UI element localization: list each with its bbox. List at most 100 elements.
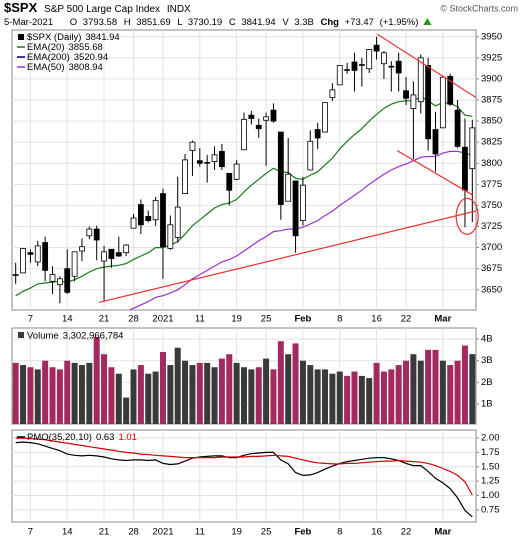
pmo-line bbox=[15, 437, 473, 496]
volume-bar bbox=[123, 397, 130, 424]
volume-bar bbox=[196, 362, 203, 424]
volume-bar bbox=[403, 360, 410, 424]
y-tick-label: 0.75 bbox=[481, 504, 500, 515]
open: 3793.58 bbox=[83, 17, 117, 28]
legend-name: Volume bbox=[27, 330, 59, 341]
volume-bar bbox=[277, 341, 284, 424]
volume-bar bbox=[255, 367, 262, 424]
volume-bar bbox=[218, 358, 225, 424]
exchange: INDX bbox=[167, 4, 191, 15]
candle-body bbox=[115, 252, 122, 257]
candle-body bbox=[226, 172, 233, 191]
legend-swatch bbox=[18, 34, 24, 40]
legend-name: EMA(50) bbox=[27, 62, 64, 73]
x-tick-label: 28 bbox=[128, 527, 139, 538]
legend-label: EMA(20) 3855.68 bbox=[27, 42, 103, 53]
candle-body bbox=[108, 248, 115, 259]
candle-body bbox=[300, 184, 306, 222]
legend-swatch bbox=[18, 332, 24, 338]
volume-bar bbox=[152, 371, 159, 424]
y-tick-label: 3925 bbox=[481, 52, 502, 63]
volume-bar bbox=[322, 369, 329, 424]
x-tick-label: 7 bbox=[28, 314, 33, 325]
x-tick-label: 21 bbox=[99, 527, 110, 538]
y-tick-label: 3650 bbox=[481, 284, 502, 295]
candle-body bbox=[167, 224, 174, 249]
y-tick-label: 2B bbox=[481, 377, 493, 388]
volume-bar bbox=[49, 367, 56, 424]
y-tick-label: 3850 bbox=[481, 116, 502, 127]
legend-value: 0.63 bbox=[96, 432, 115, 443]
candle-body bbox=[314, 129, 321, 139]
candle-body bbox=[71, 251, 78, 277]
volume-bar bbox=[167, 365, 174, 424]
candle-body bbox=[64, 268, 71, 293]
candle-body bbox=[381, 52, 387, 65]
candle-body bbox=[410, 94, 417, 109]
volume-bar bbox=[439, 360, 446, 424]
candle-body bbox=[263, 116, 269, 121]
pmo-line bbox=[15, 441, 473, 518]
index-name: S&P 500 Large Cap Index bbox=[44, 4, 160, 15]
volume-bar bbox=[432, 349, 439, 424]
candle-body bbox=[241, 118, 247, 151]
y-tick-label: 1B bbox=[481, 399, 493, 410]
highlight-circle bbox=[455, 197, 479, 235]
candle-body bbox=[211, 154, 218, 162]
candle-body bbox=[255, 124, 262, 130]
volume-bar bbox=[344, 375, 351, 424]
price-plot bbox=[12, 33, 476, 310]
low-label: L bbox=[177, 17, 182, 28]
candle-body bbox=[152, 199, 159, 221]
pmo-panel bbox=[11, 429, 477, 523]
volume-bar bbox=[373, 362, 380, 424]
candle-body bbox=[403, 90, 409, 99]
change-label: Chg bbox=[321, 17, 340, 28]
volume-bar bbox=[285, 354, 292, 424]
volume-bar bbox=[469, 354, 476, 424]
date: 5-Mar-2021 bbox=[4, 17, 53, 28]
x-tick-label: 19 bbox=[231, 527, 242, 538]
candle-body bbox=[248, 114, 255, 119]
header-line: $SPX S&P 500 Large Cap Index INDX bbox=[4, 0, 191, 15]
volume-bar bbox=[336, 371, 343, 424]
volume-bar bbox=[270, 369, 277, 424]
x-tick-label: Mar bbox=[434, 527, 451, 538]
legend-value: 3855.68 bbox=[68, 42, 102, 53]
x-tick-label: 16 bbox=[371, 314, 382, 325]
close: 3841.94 bbox=[241, 17, 275, 28]
y-tick-label: 3825 bbox=[481, 137, 502, 148]
x-tick-label: 19 bbox=[231, 314, 242, 325]
trendline bbox=[98, 210, 476, 303]
y-tick-label: 3700 bbox=[481, 242, 502, 253]
x-tick-label: 28 bbox=[128, 314, 139, 325]
open-label: O bbox=[70, 17, 77, 28]
candle-body bbox=[270, 109, 277, 122]
candle-body bbox=[93, 228, 100, 241]
volume: 3.3B bbox=[294, 17, 314, 28]
copyright: © StockCharts.com bbox=[440, 3, 518, 13]
legend-name: PMO(35,20,10) bbox=[27, 432, 92, 443]
legend-value: 3520.94 bbox=[74, 52, 108, 63]
candle-body bbox=[388, 65, 395, 68]
volume-bar bbox=[447, 365, 454, 424]
legend-value: 3841.94 bbox=[85, 32, 119, 43]
candle-body bbox=[56, 278, 63, 286]
candle-body bbox=[233, 163, 240, 180]
legend-label: PMO(35,20,10) 0.63 1.01 bbox=[27, 432, 137, 443]
grid bbox=[12, 30, 476, 522]
x-tick-label: 7 bbox=[28, 527, 33, 538]
x-tick-label: 16 bbox=[371, 527, 382, 538]
candle-body bbox=[307, 140, 314, 171]
volume-bar bbox=[248, 369, 255, 424]
symbol: $SPX bbox=[4, 0, 38, 15]
candle-body bbox=[123, 244, 130, 254]
volume-bar bbox=[204, 362, 211, 424]
y-tick-label: 3750 bbox=[481, 200, 502, 211]
candle-body bbox=[145, 215, 152, 222]
volume-bar bbox=[425, 349, 432, 424]
volume-bar bbox=[130, 369, 137, 424]
x-tick-label: Feb bbox=[294, 314, 311, 325]
